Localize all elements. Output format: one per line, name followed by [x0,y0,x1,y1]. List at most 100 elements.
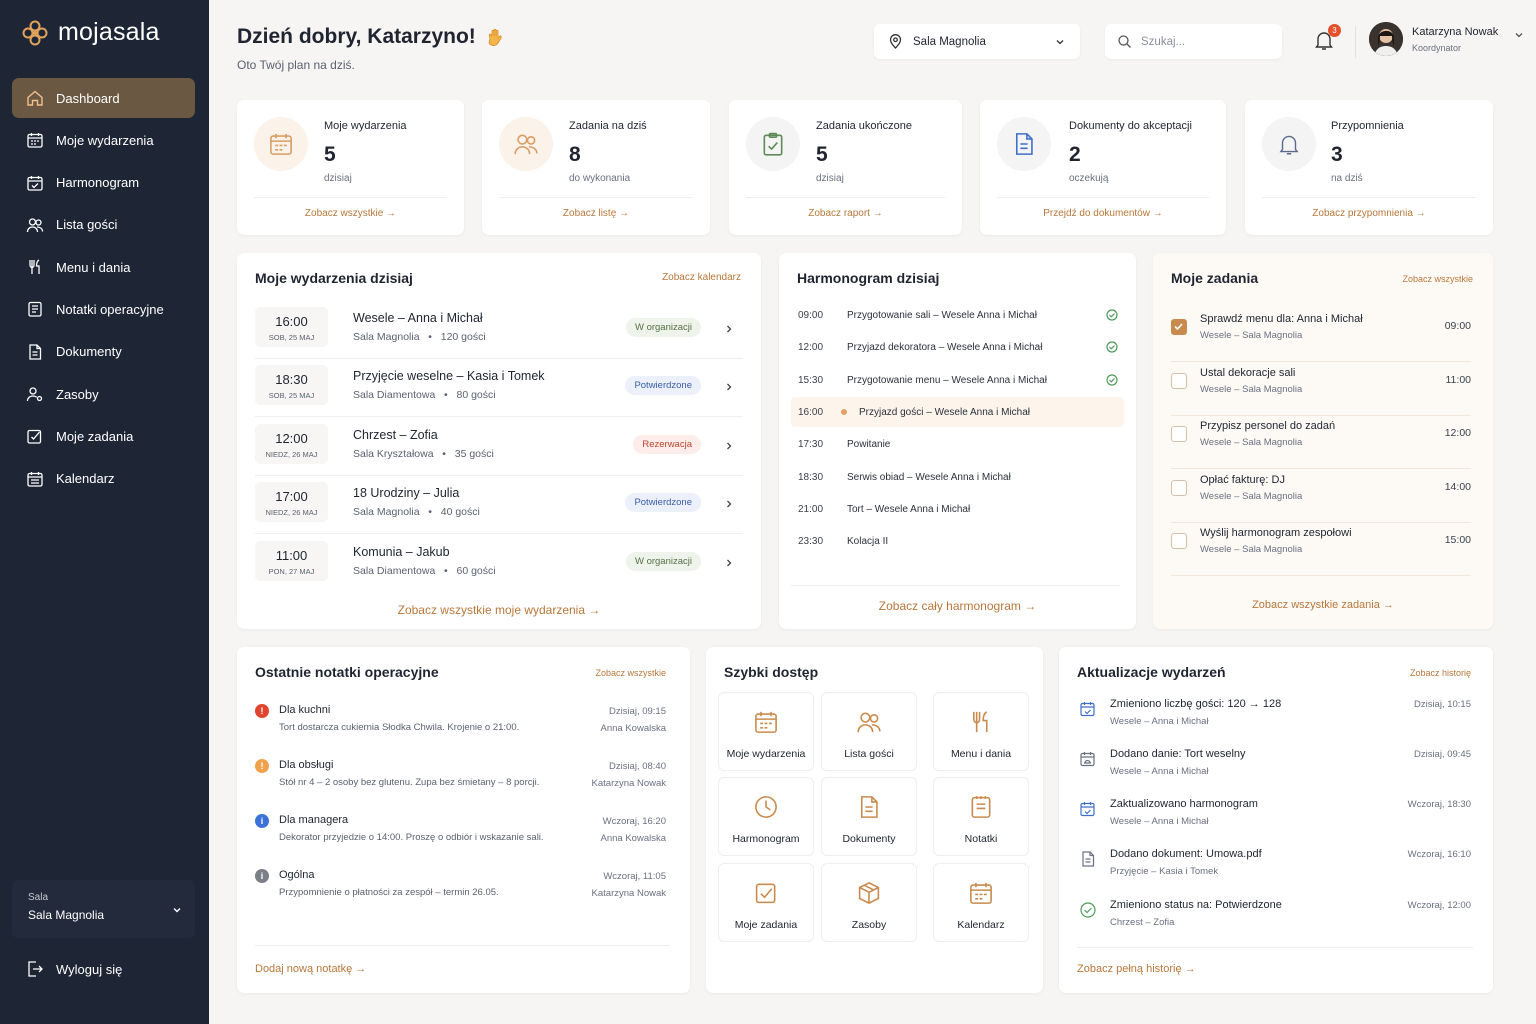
quick-guests-button[interactable]: Lista gości [821,692,917,771]
task-checkbox[interactable] [1171,533,1187,549]
task-checkbox[interactable] [1171,373,1187,389]
schedule-row[interactable]: 23:30 Kolacja II [798,535,889,547]
user-menu[interactable]: Katarzyna Nowak Koordynator [1369,22,1525,56]
header-venue-dropdown[interactable]: Sala Magnolia [874,24,1080,59]
sidebar-item-label: Dokumenty [56,344,122,360]
schedule-row[interactable]: 17:30 Powitanie [798,438,891,450]
stat-link[interactable]: Zobacz raport → [808,208,883,219]
task-row[interactable]: Przypisz personel do zadań Wesele – Sala … [1171,416,1471,469]
search-input[interactable] [1141,35,1261,48]
sidebar: mojasala Dashboard Moje wydarzenia Harmo… [0,0,209,1024]
calendar-edit-icon [1080,702,1095,717]
stat-title: Dokumenty do akceptacji [1069,120,1192,132]
logo[interactable]: mojasala [22,18,160,47]
quick-calendar-button[interactable]: Kalendarz [933,863,1029,942]
events-calendar-link[interactable]: Zobacz kalendarz [662,272,741,283]
update-row[interactable]: Zmieniono status na: Potwierdzone Chrzest… [1079,899,1471,949]
add-note-link[interactable]: Dodaj nową notatkę → [255,963,367,975]
tasks-icon [27,430,42,445]
card-title: Harmonogram dzisiaj [797,270,940,286]
sidebar-item-schedule[interactable]: Harmonogram [12,163,195,203]
stat-sub: dzisiaj [324,173,352,184]
update-row[interactable]: Zaktualizowano harmonogram Wesele – Anna … [1079,798,1471,848]
stat-title: Moje wydarzenia [324,120,407,132]
note-row[interactable]: i Dla managera Dekorator przyjedzie o 14:0… [255,814,666,869]
sidebar-item-guests[interactable]: Lista gości [12,205,195,245]
events-card: Moje wydarzenia dzisiaj Zobacz kalendarz… [237,253,761,629]
sidebar-item-menu[interactable]: Menu i dania [12,247,195,287]
update-row[interactable]: Zmieniono liczbę gości: 120 → 128 Wesele … [1079,698,1471,748]
quick-schedule-button[interactable]: Harmonogram [718,777,814,856]
sidebar-item-dashboard[interactable]: Dashboard [12,78,195,118]
sidebar-item-calendar[interactable]: Kalendarz [12,459,195,499]
note-row[interactable]: ! Dla obsługi Stół nr 4 – 2 osoby bez glut… [255,759,666,814]
quick-resources-button[interactable]: Zasoby [821,863,917,942]
logo-text: mojasala [58,18,160,46]
quick-menu-button[interactable]: Menu i dania [933,692,1029,771]
event-meta: Sala Magnolia • 40 gości [353,506,480,518]
status-badge: Potwierdzone [625,493,701,512]
card-title: Moje zadania [1171,270,1259,286]
update-row[interactable]: Dodano danie: Tort weselny Wesele – Anna … [1079,748,1471,798]
sidebar-item-notes[interactable]: Notatki operacyjne [12,289,195,329]
schedule-row[interactable]: 09:00 Przygotowanie sali – Wesele Anna i … [791,300,1124,330]
chevron-down-icon [1515,33,1523,38]
schedule-row[interactable]: 21:00 Tort – Wesele Anna i Michał [798,503,971,515]
quick-tasks-button[interactable]: Moje zadania [718,863,814,942]
schedule-row[interactable]: 15:30 Przygotowanie menu – Wesele Anna i … [791,365,1124,395]
event-row[interactable]: 16:00 SOB, 25 MAJ Wesele – Anna i Michał … [255,301,743,359]
event-row[interactable]: 11:00 PON, 27 MAJ Komunia – Jakub Sala Di… [255,535,743,593]
stat-link[interactable]: Zobacz listę → [562,208,630,219]
task-row[interactable]: Sprawdź menu dla: Anna i Michał Wesele – … [1171,309,1471,362]
header-venue-value: Sala Magnolia [913,35,986,48]
document-icon [1082,851,1095,867]
quick-events-button[interactable]: Moje wydarzenia [718,692,814,771]
task-row[interactable]: Wyślij harmonogram zespołowi Wesele – Sal… [1171,523,1471,576]
calendar-grid-icon [755,711,777,733]
sidebar-item-events[interactable]: Moje wydarzenia [12,120,195,160]
venue-selector[interactable]: Sala Sala Magnolia [12,880,195,938]
dish-icon [1080,752,1095,767]
task-checkbox[interactable] [1171,426,1187,442]
task-row[interactable]: Ustal dekoracje sali Wesele – Sala Magnol… [1171,363,1471,416]
tasks-all-link[interactable]: Zobacz wszystkie zadania → [1252,599,1394,611]
alert-icon: ! [255,704,269,718]
venue-selector-label: Sala [28,892,49,903]
stat-link[interactable]: Zobacz przypomnienia → [1312,208,1426,219]
sidebar-item-documents[interactable]: Dokumenty [12,332,195,372]
card-title: Ostatnie notatki operacyjne [255,664,439,680]
document-icon [1015,133,1033,155]
stat-link[interactable]: Przejdź do dokumentów → [1043,208,1163,219]
task-checkbox[interactable] [1171,319,1187,335]
quick-notes-button[interactable]: Notatki [933,777,1029,856]
event-row[interactable]: 18:30 SOB, 25 MAJ Przyjęcie weselne – Kas… [255,359,743,417]
schedule-row-current[interactable]: 16:00 Przyjazd gości – Wesele Anna i Mich… [791,397,1124,427]
updates-full-history-link[interactable]: Zobacz pełną historię → [1077,963,1196,975]
logout-button[interactable]: Wyloguj się [26,960,122,978]
tasks-card: Moje zadania Zobacz wszystkie Sprawdź me… [1153,253,1493,629]
updates-history-link[interactable]: Zobacz historię [1409,668,1471,678]
event-row[interactable]: 12:00 NIEDZ, 26 MAJ Chrzest – Zofia Sala … [255,418,743,476]
notifications-button[interactable]: 3 [1312,24,1341,57]
note-row[interactable]: ! Dla kuchni Tort dostarcza cukiernia Słod… [255,704,666,759]
update-row[interactable]: Dodano dokument: Umowa.pdf Przyjęcie – Ka… [1079,848,1471,898]
stat-link[interactable]: Zobacz wszystkie → [304,208,397,219]
task-checkbox[interactable] [1171,480,1187,496]
notes-all-link[interactable]: Zobacz wszystkie [595,668,666,678]
note-row[interactable]: i Ogólna Przypomnienie o płatności za zesp… [255,869,666,924]
search-box[interactable] [1105,24,1282,59]
schedule-row[interactable]: 12:00 Przyjazd dekoratora – Wesele Anna i… [791,332,1124,362]
tasks-all-link-top[interactable]: Zobacz wszystkie [1402,274,1473,284]
sidebar-item-tasks[interactable]: Moje zadania [12,416,195,456]
schedule-all-link[interactable]: Zobacz cały harmonogram → [878,599,1037,613]
users-icon [514,134,538,155]
sidebar-item-resources[interactable]: Zasoby [12,374,195,414]
task-row[interactable]: Opłać fakturę: DJ Wesele – Sala Magnolia 1… [1171,470,1471,523]
check-circle-icon [1106,341,1118,353]
schedule-row[interactable]: 18:30 Serwis obiad – Wesele Anna i Michał [798,471,1011,483]
header-divider [1355,26,1356,58]
calendar-grid-icon [270,133,292,155]
event-row[interactable]: 17:00 NIEDZ, 26 MAJ 18 Urodziny – Julia S… [255,476,743,534]
events-all-link[interactable]: Zobacz wszystkie moje wydarzenia → [397,603,601,617]
quick-documents-button[interactable]: Dokumenty [821,777,917,856]
